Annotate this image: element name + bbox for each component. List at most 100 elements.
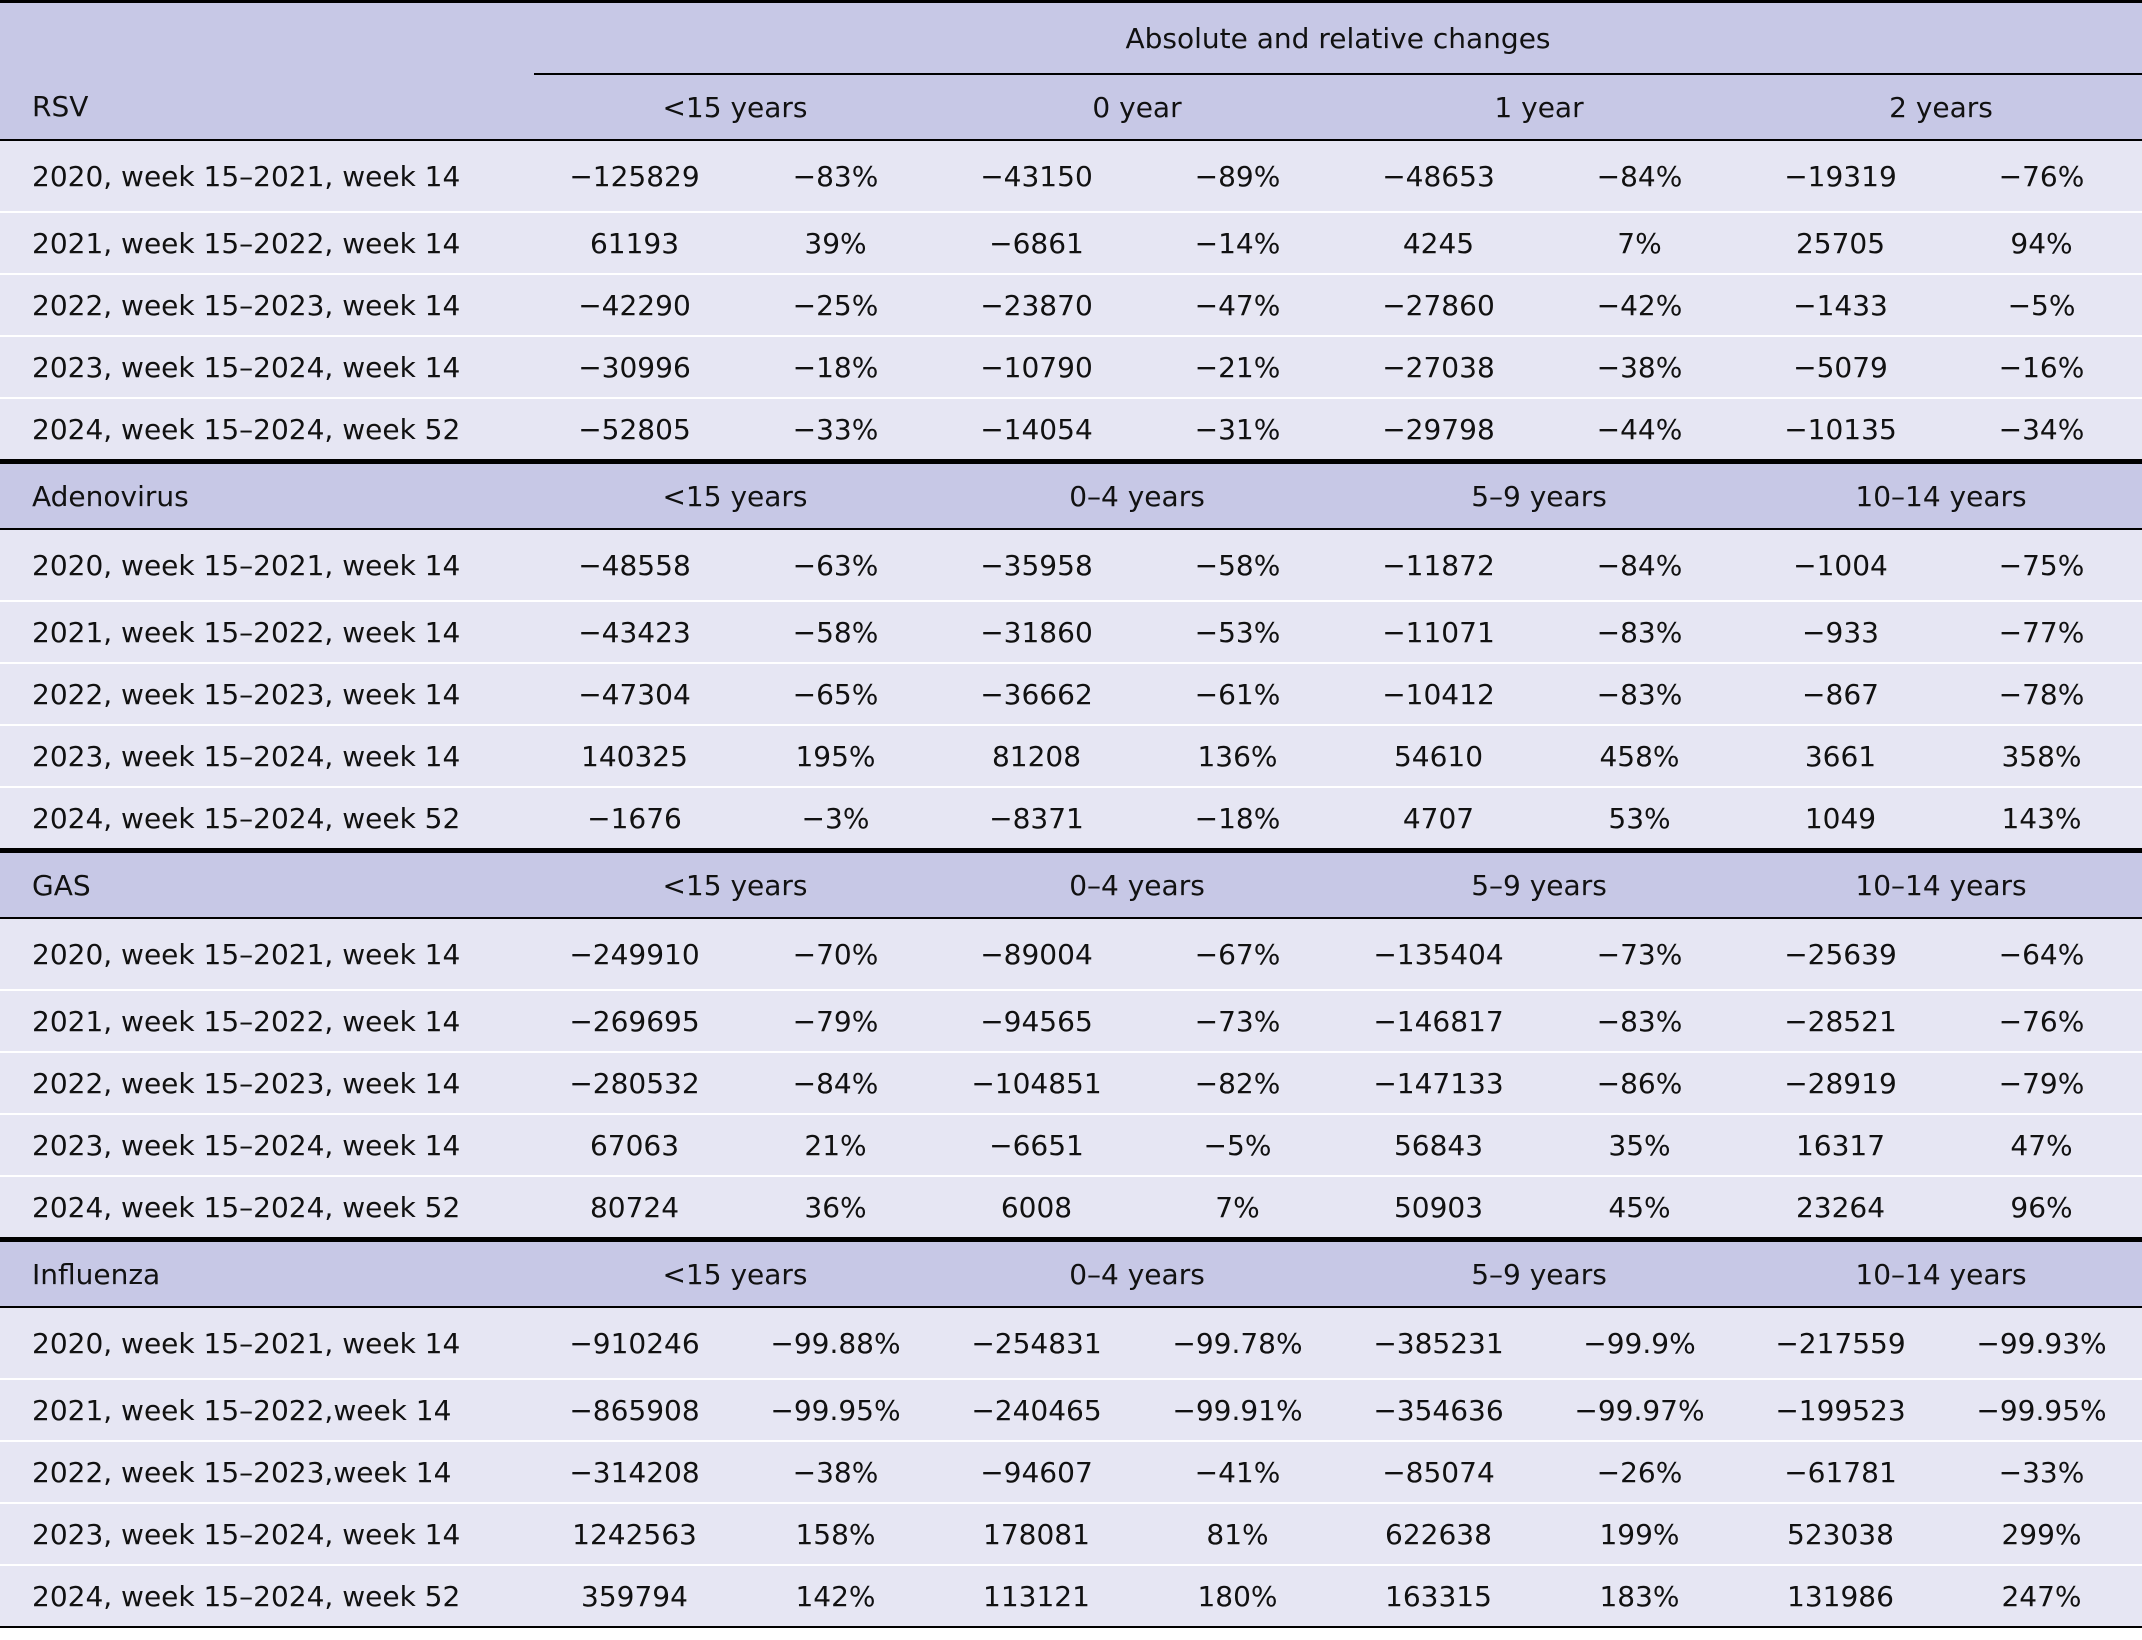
absolute-change: 140325 xyxy=(534,724,735,787)
absolute-change: −19319 xyxy=(1740,139,1941,212)
absolute-change: −48653 xyxy=(1338,139,1539,212)
absolute-change: −29798 xyxy=(1338,397,1539,462)
relative-change: −33% xyxy=(735,397,936,462)
absolute-change: 56843 xyxy=(1338,1113,1539,1176)
relative-change: 143% xyxy=(1941,786,2142,851)
data-row: 2024, week 15–2024, week 52 80724 36% 6008 7… xyxy=(0,1175,2142,1240)
data-row: 2023, week 15–2024, week 14 −30996 −18% −10… xyxy=(0,335,2142,398)
absolute-change: −314208 xyxy=(534,1440,735,1503)
absolute-change: −1433 xyxy=(1740,273,1941,336)
relative-change: −58% xyxy=(1137,528,1338,601)
age-group: 5–9 years xyxy=(1338,1239,1740,1307)
absolute-change: −385231 xyxy=(1338,1306,1539,1379)
period: 2020, week 15–2021, week 14 xyxy=(0,528,534,601)
absolute-change: −28919 xyxy=(1740,1051,1941,1114)
absolute-change: 23264 xyxy=(1740,1175,1941,1240)
relative-change: −99.78% xyxy=(1137,1306,1338,1379)
absolute-change: −199523 xyxy=(1740,1378,1941,1441)
relative-change: −5% xyxy=(1137,1113,1338,1176)
relative-change: −58% xyxy=(735,600,936,663)
age-group: 0 year xyxy=(936,74,1338,140)
absolute-change: −23870 xyxy=(936,273,1137,336)
relative-change: 39% xyxy=(735,211,936,274)
relative-change: 247% xyxy=(1941,1564,2142,1627)
absolute-change: −354636 xyxy=(1338,1378,1539,1441)
relative-change: −42% xyxy=(1539,273,1740,336)
data-row: 2023, week 15–2024, week 14 67063 21% −6651… xyxy=(0,1113,2142,1176)
relative-change: −99.88% xyxy=(735,1306,936,1379)
absolute-change: −933 xyxy=(1740,600,1941,663)
period: 2023, week 15–2024, week 14 xyxy=(0,335,534,398)
absolute-change: 523038 xyxy=(1740,1502,1941,1565)
period: 2020, week 15–2021, week 14 xyxy=(0,139,534,212)
relative-change: −61% xyxy=(1137,662,1338,725)
period: 2021, week 15–2022, week 14 xyxy=(0,211,534,274)
relative-change: −67% xyxy=(1137,917,1338,990)
period: 2021, week 15–2022,week 14 xyxy=(0,1378,534,1441)
relative-change: 45% xyxy=(1539,1175,1740,1240)
absolute-change: 113121 xyxy=(936,1564,1137,1627)
data-row: 2024, week 15–2024, week 52 359794 142% 113… xyxy=(0,1564,2142,1627)
data-row: 2020, week 15–2021, week 14 −125829 −83% −4… xyxy=(0,139,2142,212)
age-group: 2 years xyxy=(1740,74,2142,140)
relative-change: 21% xyxy=(735,1113,936,1176)
absolute-change: −6651 xyxy=(936,1113,1137,1176)
relative-change: −70% xyxy=(735,917,936,990)
age-group: 10–14 years xyxy=(1740,461,2142,529)
relative-change: −83% xyxy=(735,139,936,212)
relative-change: −76% xyxy=(1941,139,2142,212)
absolute-change: −146817 xyxy=(1338,989,1539,1052)
absolute-change: −254831 xyxy=(936,1306,1137,1379)
relative-change: −44% xyxy=(1539,397,1740,462)
absolute-change: −36662 xyxy=(936,662,1137,725)
age-group: 0–4 years xyxy=(936,461,1338,529)
relative-change: 195% xyxy=(735,724,936,787)
absolute-change: −1004 xyxy=(1740,528,1941,601)
section-name: Influenza xyxy=(0,1239,534,1307)
age-group: <15 years xyxy=(534,850,936,918)
absolute-change: −14054 xyxy=(936,397,1137,462)
absolute-change: −147133 xyxy=(1338,1051,1539,1114)
relative-change: −84% xyxy=(1539,528,1740,601)
data-row: 2020, week 15–2021, week 14 −910246 −99.88… xyxy=(0,1306,2142,1379)
relative-change: −89% xyxy=(1137,139,1338,212)
absolute-change: 16317 xyxy=(1740,1113,1941,1176)
absolute-change: 4245 xyxy=(1338,211,1539,274)
age-group: 1 year xyxy=(1338,74,1740,140)
relative-change: −79% xyxy=(1941,1051,2142,1114)
relative-change: 96% xyxy=(1941,1175,2142,1240)
relative-change: 299% xyxy=(1941,1502,2142,1565)
relative-change: −99.91% xyxy=(1137,1378,1338,1441)
age-group: 10–14 years xyxy=(1740,850,2142,918)
period: 2023, week 15–2024, week 14 xyxy=(0,724,534,787)
relative-change: −3% xyxy=(735,786,936,851)
absolute-change: −61781 xyxy=(1740,1440,1941,1503)
period: 2024, week 15–2024, week 52 xyxy=(0,1175,534,1240)
relative-change: 7% xyxy=(1539,211,1740,274)
period: 2020, week 15–2021, week 14 xyxy=(0,1306,534,1379)
data-row: 2021, week 15–2022, week 14 −269695 −79% −9… xyxy=(0,989,2142,1052)
age-group: 5–9 years xyxy=(1338,850,1740,918)
absolute-change: 61193 xyxy=(534,211,735,274)
relative-change: −26% xyxy=(1539,1440,1740,1503)
relative-change: −47% xyxy=(1137,273,1338,336)
relative-change: −38% xyxy=(735,1440,936,1503)
period: 2023, week 15–2024, week 14 xyxy=(0,1113,534,1176)
relative-change: −38% xyxy=(1539,335,1740,398)
section-name: Adenovirus xyxy=(0,461,534,529)
absolute-change: −31860 xyxy=(936,600,1137,663)
relative-change: 142% xyxy=(735,1564,936,1627)
absolute-change: 359794 xyxy=(534,1564,735,1627)
data-row: 2022, week 15–2023, week 14 −47304 −65% −36… xyxy=(0,662,2142,725)
absolute-change: −249910 xyxy=(534,917,735,990)
relative-change: 47% xyxy=(1941,1113,2142,1176)
relative-change: −83% xyxy=(1539,989,1740,1052)
absolute-change: −5079 xyxy=(1740,335,1941,398)
section-header-row: RSV <15 years 0 year 1 year 2 years xyxy=(0,74,2142,140)
absolute-change: 163315 xyxy=(1338,1564,1539,1627)
absolute-change: −28521 xyxy=(1740,989,1941,1052)
relative-change: −83% xyxy=(1539,600,1740,663)
relative-change: −76% xyxy=(1941,989,2142,1052)
relative-change: −99.93% xyxy=(1941,1306,2142,1379)
data-row: 2024, week 15–2024, week 52 −52805 −33% −14… xyxy=(0,397,2142,462)
